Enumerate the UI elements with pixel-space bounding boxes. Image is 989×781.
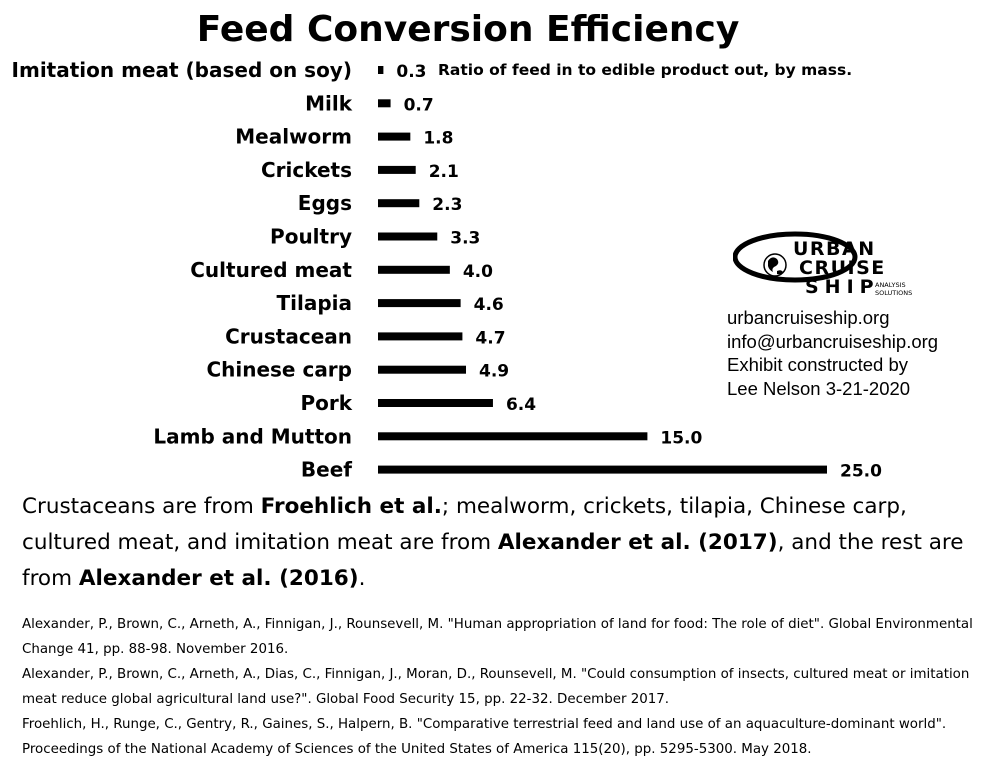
references: Alexander, P., Brown, C., Arneth, A., Fi… — [22, 612, 984, 762]
logo-sub-line1: ANALYSIS — [875, 281, 906, 289]
bar — [378, 332, 463, 341]
category-label: Milk — [305, 91, 353, 115]
bar — [378, 99, 391, 108]
bar — [378, 432, 648, 441]
logo-swoosh — [733, 231, 858, 283]
bar — [378, 199, 420, 208]
bar — [378, 265, 450, 274]
credit-line-1: Exhibit constructed by — [727, 354, 908, 375]
bar — [378, 465, 827, 474]
category-label: Mealworm — [235, 125, 352, 149]
category-label: Cultured meat — [190, 258, 352, 282]
globe-land — [768, 257, 783, 275]
urban-cruise-ship-logo: URBAN CRUISE SHIP ANALYSIS SOLUTIONS — [733, 231, 912, 298]
category-label: Eggs — [298, 191, 352, 215]
summary-source-1: Froehlich et al. — [260, 494, 442, 519]
bar — [378, 232, 438, 241]
bar — [378, 165, 416, 174]
data-label: 4.7 — [475, 328, 505, 348]
summary-text-1: Crustaceans are from — [22, 494, 261, 519]
bar — [378, 66, 384, 74]
category-label: Pork — [300, 391, 352, 415]
data-label: 2.1 — [429, 162, 459, 182]
credit-line-2: Lee Nelson 3-21-2020 — [727, 377, 911, 399]
logo-brand-line2: CRUISE — [799, 257, 886, 279]
data-label: 25.0 — [840, 462, 882, 482]
reference-item: Alexander, P., Brown, C., Arneth, A., Fi… — [22, 617, 973, 657]
summary-text-3: , and the rest are from — [22, 530, 964, 591]
data-label: 2.3 — [432, 195, 462, 215]
bar — [378, 132, 411, 141]
logo-brand-line3: SHIP — [805, 276, 880, 298]
bar-chart: Imitation meat (based on soy) 0.3 Milk 0.7 M… — [12, 58, 883, 482]
data-label: 4.6 — [474, 295, 504, 315]
data-label: 4.9 — [479, 362, 509, 382]
chart-title: Feed Conversion Efficiency — [196, 9, 740, 50]
summary-text-2: ; mealworm, crickets, tilapia, Chinese c… — [22, 494, 907, 555]
bar — [378, 399, 493, 407]
data-label: 0.3 — [396, 62, 426, 82]
contact-block: urbancruiseship.org info@urbancruiseship… — [727, 306, 938, 400]
category-label: Crickets — [261, 158, 352, 182]
source-summary: Crustaceans are from Froehlich et al.; m… — [22, 489, 982, 597]
data-label: 1.8 — [423, 129, 453, 149]
category-label: Imitation meat (based on soy) — [12, 58, 352, 82]
reference-item: Alexander, P., Brown, C., Arneth, A., Di… — [22, 667, 970, 707]
category-label: Chinese carp — [206, 358, 352, 382]
logo-sub-line2: SOLUTIONS — [875, 289, 912, 297]
bar — [378, 299, 461, 308]
data-label: 0.7 — [404, 95, 434, 115]
data-label: 6.4 — [506, 395, 536, 415]
category-label: Lamb and Mutton — [153, 424, 352, 448]
data-label: 4.0 — [463, 262, 493, 282]
category-label: Beef — [301, 458, 352, 482]
summary-source-3: Alexander et al. (2016) — [78, 566, 359, 591]
website-text: urbancruiseship.org — [727, 307, 890, 328]
summary-source-2: Alexander et al. (2017) — [497, 530, 778, 555]
category-label: Crustacean — [225, 324, 352, 348]
bar — [378, 365, 467, 374]
email-text: info@urbancruiseship.org — [727, 330, 939, 352]
data-label: 3.3 — [450, 229, 480, 249]
summary-text-4: . — [358, 566, 366, 591]
data-label: 15.0 — [660, 428, 702, 448]
bars-layer: Imitation meat (based on soy) 0.3 Milk 0.7 M… — [12, 58, 883, 482]
chart-annotation: Ratio of feed in to edible product out, … — [438, 61, 852, 79]
category-label: Tilapia — [276, 291, 352, 315]
logo-brand-line1: URBAN — [793, 238, 876, 260]
reference-item: Froehlich, H., Runge, C., Gentry, R., Ga… — [22, 717, 947, 757]
category-label: Poultry — [270, 225, 352, 249]
